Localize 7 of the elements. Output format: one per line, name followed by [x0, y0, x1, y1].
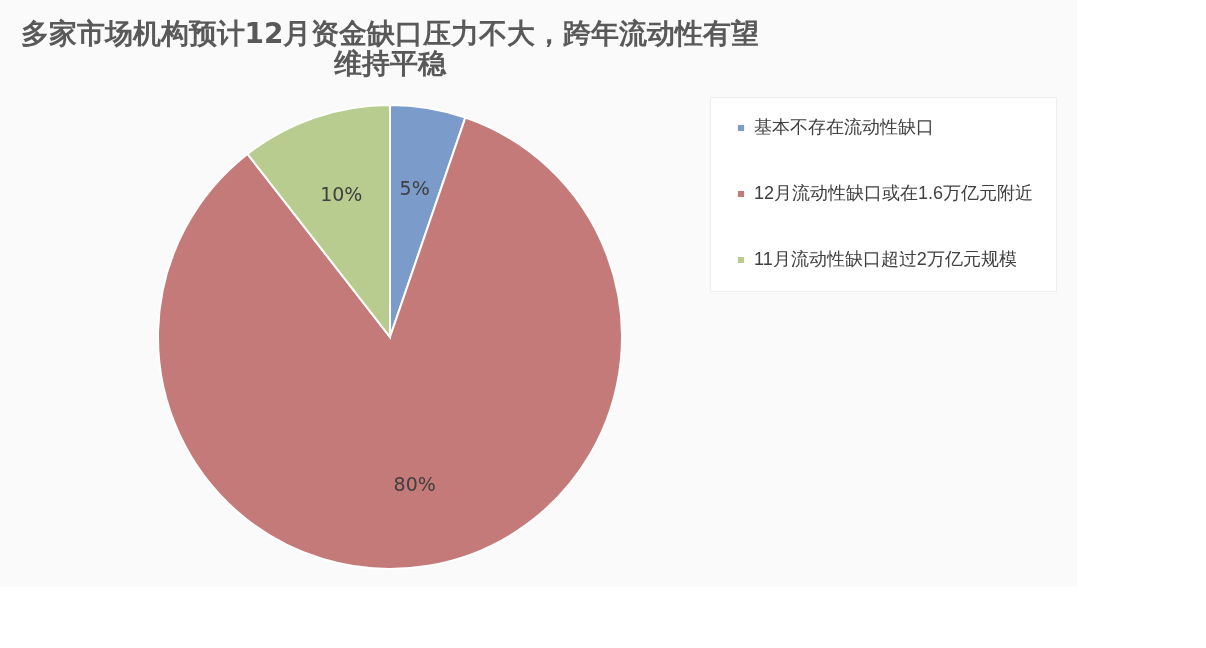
data-label: 80% [393, 472, 436, 495]
legend-label: 11月流动性缺口超过2万亿元规模 [754, 249, 1017, 269]
data-label: 10% [320, 183, 363, 206]
data-label: 5% [399, 177, 430, 200]
chart-title: 多家市场机构预计12月资金缺口压力不大，跨年流动性有望维持平稳 [20, 16, 760, 80]
legend-label: 基本不存在流动性缺口 [754, 117, 934, 137]
legend-label: 12月流动性缺口或在1.6万亿元附近 [754, 183, 1034, 203]
